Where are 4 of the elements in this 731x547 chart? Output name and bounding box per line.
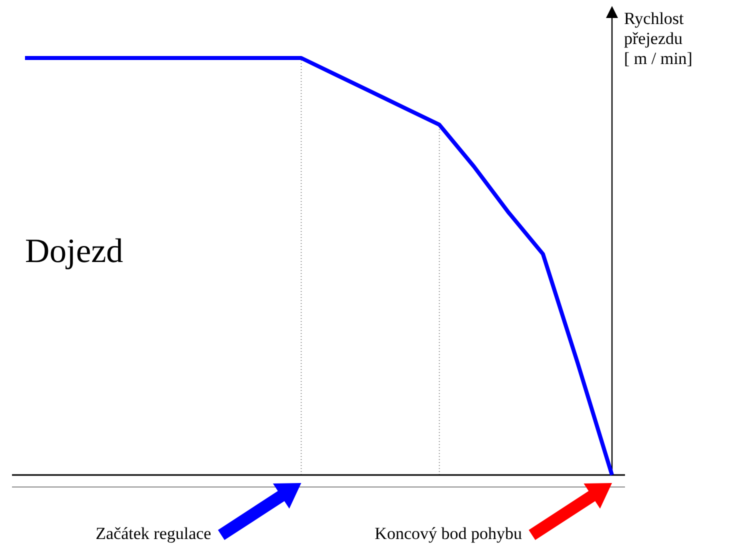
text: Koncový bod pohybu: [374, 524, 522, 543]
y-axis-title: Rychlost přejezdu [ m / min]: [624, 9, 692, 68]
text: Začátek regulace: [96, 524, 212, 543]
annotation: Dojezd: [25, 233, 124, 270]
